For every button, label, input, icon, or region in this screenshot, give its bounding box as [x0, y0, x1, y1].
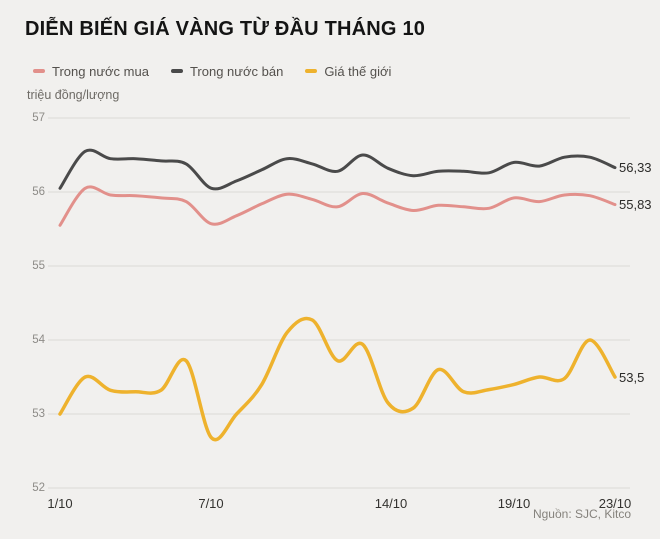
y-axis-unit-label: triệu đồng/lượng: [27, 88, 120, 102]
legend: Trong nước mua Trong nước bán Giá thế gi…: [33, 62, 391, 80]
legend-item-buy: Trong nước mua: [33, 64, 149, 79]
legend-item-sell: Trong nước bán: [170, 63, 284, 79]
legend-label-sell: Trong nước bán: [189, 63, 284, 79]
legend-label-world: Giá thế giới: [324, 63, 392, 79]
xtick-19-10: 19/10: [497, 496, 531, 511]
ytick-55: 55: [32, 260, 45, 272]
legend-label-buy: Trong nước mua: [52, 63, 149, 79]
world-end-value-label: 53,5: [619, 370, 645, 385]
xtick-23-10: 23/10: [598, 496, 632, 511]
ytick-57: 57: [32, 112, 45, 124]
buy-line: [58, 185, 617, 227]
ytick-52: 52: [32, 482, 45, 494]
ytick-53: 53: [32, 408, 45, 420]
buy-end-value-label: 55,83: [619, 197, 652, 212]
sell-line: [58, 148, 617, 191]
ytick-56: 56: [32, 186, 45, 198]
source-credit: Nguồn: SJC, Kitco: [532, 507, 631, 521]
ytick-54: 54: [32, 334, 45, 346]
world-line-swatch-icon: [305, 69, 318, 73]
world-line: [58, 316, 617, 442]
xtick-14-10: 14/10: [374, 496, 408, 511]
chart-title: DIỄN BIẾN GIÁ VÀNG TỪ ĐẦU THÁNG 10: [25, 18, 426, 40]
buy-line-swatch-icon: [33, 69, 45, 73]
xtick-1-10: 1/10: [47, 496, 73, 511]
xtick-7-10: 7/10: [198, 496, 224, 511]
sell-line-swatch-icon: [170, 69, 183, 73]
legend-item-world: Giá thế giới: [305, 64, 391, 79]
sell-end-value-label: 56,33: [619, 160, 652, 175]
